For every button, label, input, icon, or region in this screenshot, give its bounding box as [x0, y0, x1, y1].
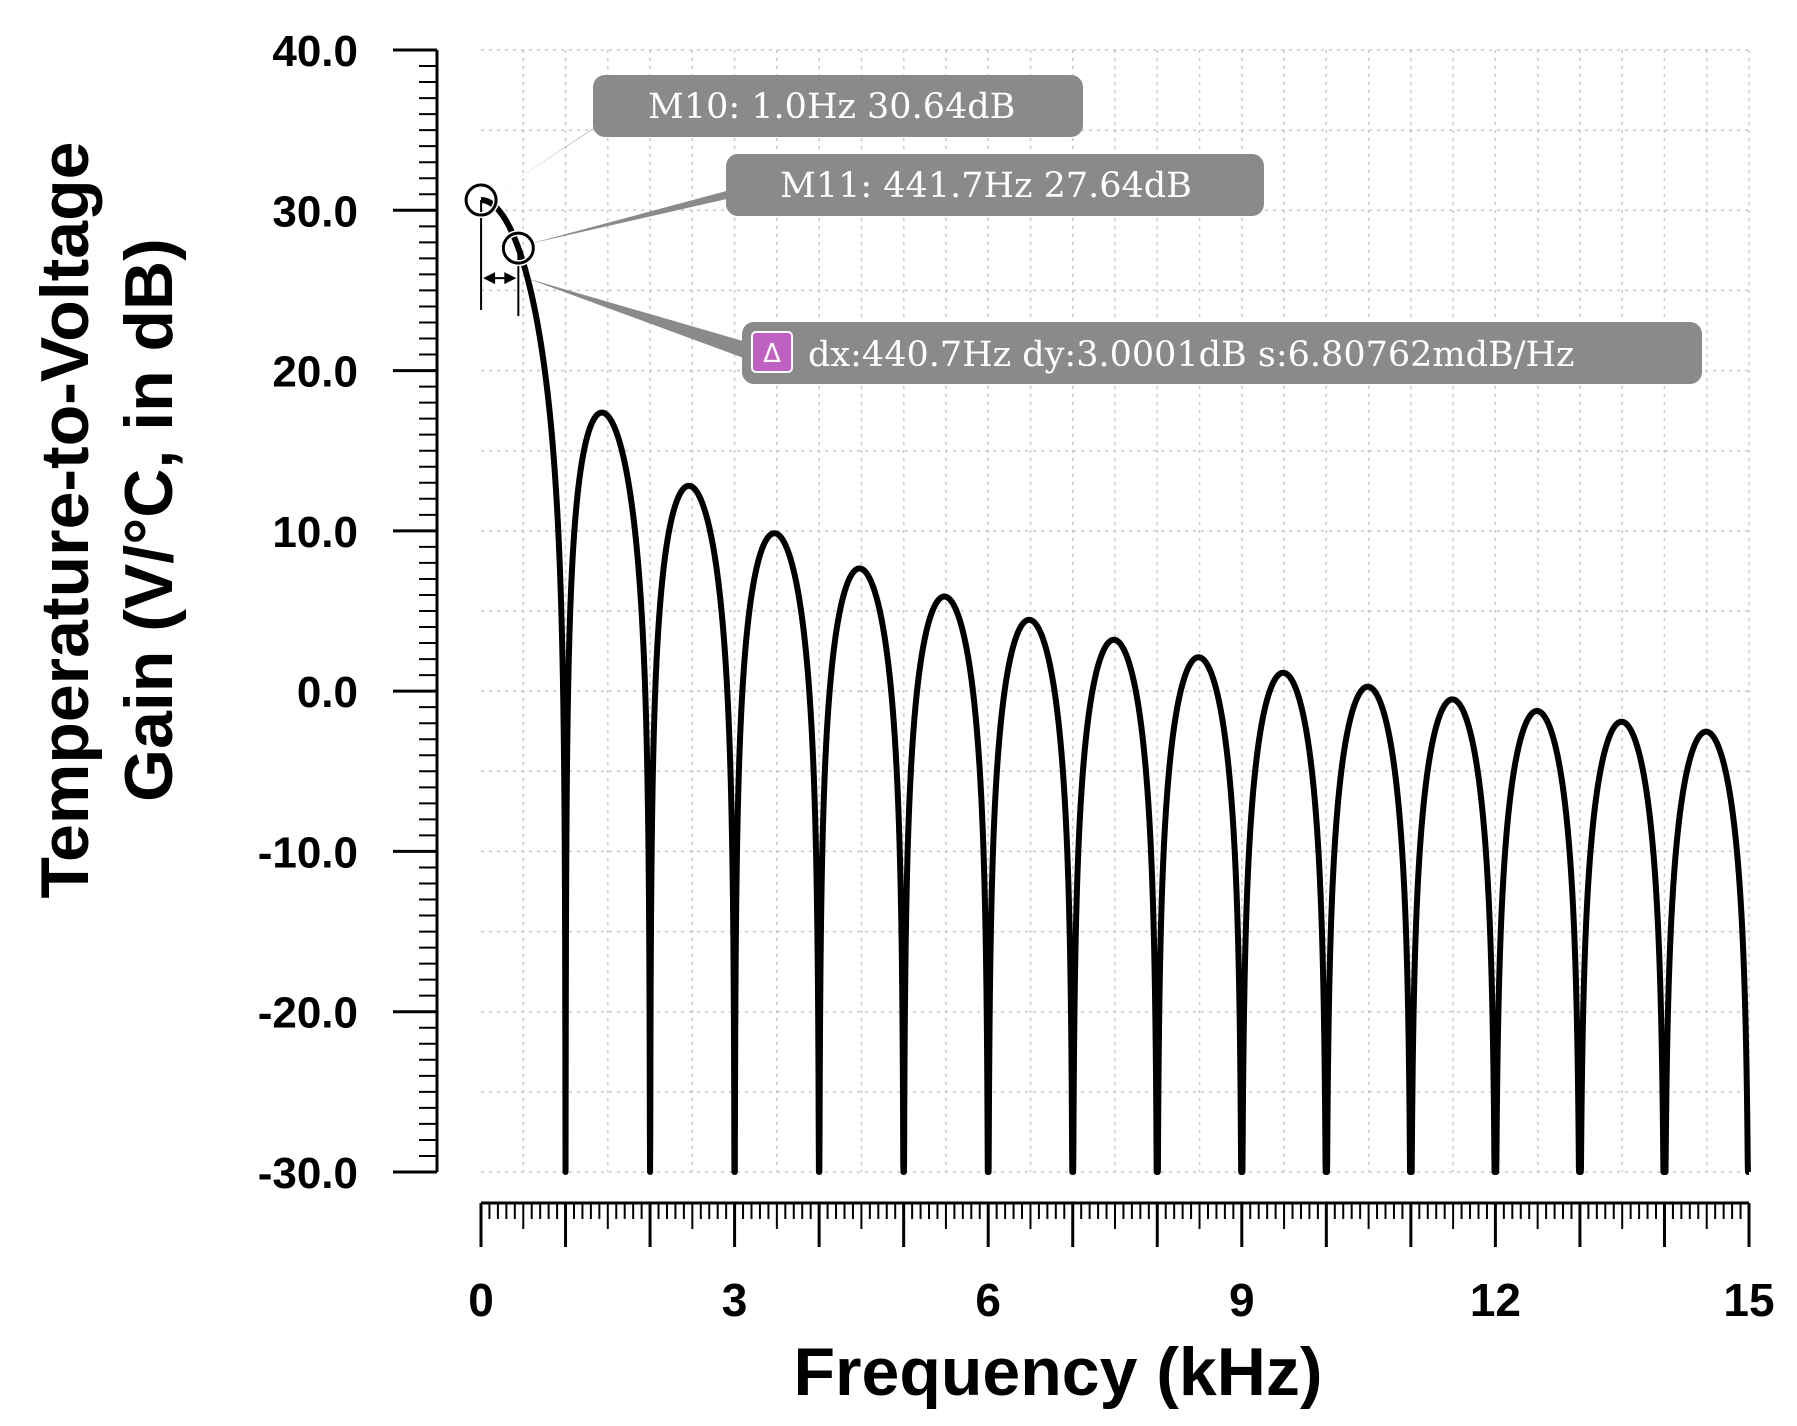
- x-tick-label: 0: [468, 1274, 494, 1326]
- y-tick-label: 10.0: [272, 508, 358, 557]
- delta-arrow-right-head: [504, 272, 517, 285]
- y-axis-title-line2: Gain (V/°C, in dB): [111, 238, 187, 802]
- x-tick-label: 15: [1723, 1274, 1774, 1326]
- x-tick-label: 6: [975, 1274, 1001, 1326]
- curve-layer: [478, 197, 1752, 1175]
- y-tick-label: 40.0: [272, 27, 358, 76]
- delta-callout: [526, 278, 760, 364]
- delta-label-text: dx:440.7Hz dy:3.0001dB s:6.80762mdB/Hz: [808, 335, 1574, 375]
- delta-arrow-left-head: [483, 272, 496, 285]
- marker-label-m11: M11: 441.7Hz 27.64dB: [726, 154, 1264, 216]
- delta-icon: [751, 331, 793, 373]
- axes: 40.0 30.0 20.0 10.0 0.0 -10.0 -20.0 -30.0 0 3 6 9 12…: [258, 27, 1775, 1326]
- y-tick-label: -10.0: [258, 828, 358, 877]
- marker-layer: [463, 104, 760, 364]
- marker-label-m10: M10: 1.0Hz 30.64dB: [593, 75, 1083, 137]
- marker-m11: [501, 231, 535, 265]
- marker-m10-callout: [491, 104, 630, 197]
- marker-m11-callout: [528, 182, 760, 245]
- y-axis-title-line1: Temperature-to-Voltage: [27, 142, 103, 899]
- y-tick-label: 0.0: [297, 668, 358, 717]
- gain-curve: [478, 197, 1752, 1175]
- marker-m10: [464, 183, 498, 217]
- grid: [481, 49, 1750, 1173]
- x-tick-label: 9: [1229, 1274, 1255, 1326]
- x-tick-label: 3: [722, 1274, 748, 1326]
- x-tick-label: 12: [1470, 1274, 1521, 1326]
- y-tick-label: 30.0: [272, 187, 358, 236]
- marker-label-m10-text: M10: 1.0Hz 30.64dB: [648, 87, 1015, 127]
- y-tick-label: -20.0: [258, 989, 358, 1038]
- marker-label-m11-text: M11: 441.7Hz 27.64dB: [780, 166, 1192, 206]
- delta-label: Δ dx:440.7Hz dy:3.0001dB s:6.80762mdB/Hz: [742, 322, 1702, 384]
- y-tick-label: 20.0: [272, 348, 358, 397]
- y-tick-label: -30.0: [258, 1149, 358, 1198]
- delta-icon-glyph: Δ: [763, 339, 781, 369]
- x-axis-title: Frequency (kHz): [794, 1334, 1323, 1410]
